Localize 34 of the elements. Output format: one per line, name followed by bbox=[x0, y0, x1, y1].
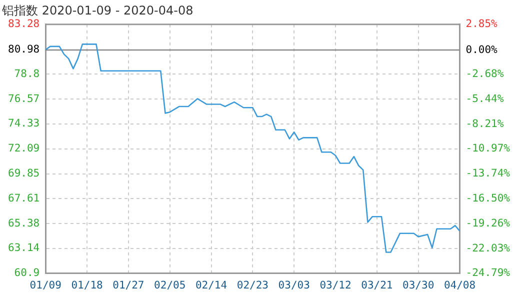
y2-tick-label: -22.03% bbox=[466, 242, 511, 254]
y-tick-label: 69.85 bbox=[8, 168, 40, 180]
x-tick-label: 01/09 bbox=[30, 279, 62, 292]
y-tick-label: 63.14 bbox=[8, 242, 40, 254]
x-tick-label: 03/03 bbox=[278, 279, 310, 292]
y-tick-label: 76.57 bbox=[8, 92, 40, 105]
y-tick-label: 74.33 bbox=[8, 118, 40, 130]
y2-tick-label: -5.44% bbox=[466, 92, 504, 105]
chart-title: 铝指数 2020-01-09 - 2020-04-08 bbox=[1, 3, 194, 18]
y2-tick-label: 0.00% bbox=[466, 44, 498, 56]
x-tick-label: 02/23 bbox=[236, 279, 268, 292]
y2-tick-label: -24.79% bbox=[466, 267, 511, 280]
x-tick-label: 03/21 bbox=[361, 279, 393, 292]
y2-tick-label: -10.97% bbox=[466, 142, 511, 155]
x-tick-label: 03/12 bbox=[320, 279, 352, 292]
x-tick-label: 02/14 bbox=[195, 279, 228, 292]
y-tick-label: 78.8 bbox=[14, 68, 40, 80]
x-tick-label: 04/08 bbox=[444, 279, 476, 292]
y2-tick-label: -16.50% bbox=[466, 192, 511, 204]
y2-tick-label: -2.68% bbox=[466, 68, 504, 80]
x-tick-label: 01/27 bbox=[112, 279, 144, 292]
y-tick-label: 72.09 bbox=[8, 142, 40, 155]
y2-tick-label: 2.85% bbox=[466, 18, 498, 30]
y-tick-label: 67.61 bbox=[8, 192, 40, 204]
y-tick-label: 80.98 bbox=[8, 44, 40, 56]
y-tick-label: 65.38 bbox=[8, 217, 40, 230]
y-tick-label: 60.9 bbox=[14, 267, 40, 280]
x-tick-label: 03/30 bbox=[402, 279, 434, 292]
x-tick-label: 01/18 bbox=[71, 279, 103, 292]
y-tick-label: 83.28 bbox=[8, 18, 40, 30]
x-tick-label: 02/05 bbox=[154, 279, 186, 292]
y2-tick-label: -19.26% bbox=[466, 217, 511, 230]
y2-tick-label: -8.21% bbox=[466, 118, 504, 130]
y2-tick-label: -13.74% bbox=[466, 168, 511, 180]
